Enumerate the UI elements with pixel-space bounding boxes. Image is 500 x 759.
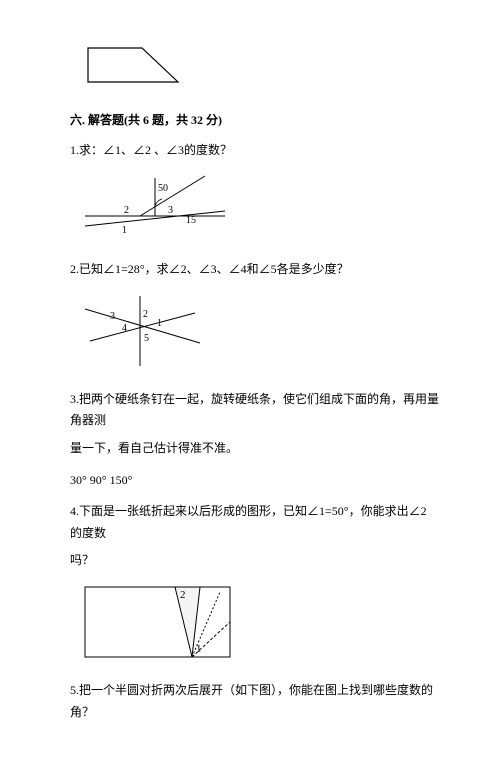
q2-label-3: 3 xyxy=(110,311,115,322)
q1-label-15: 15 xyxy=(186,215,196,226)
q1-label-2: 2 xyxy=(124,205,129,216)
q4-fold-icon: 2 1 xyxy=(80,582,240,662)
q1-label-3: 3 xyxy=(168,205,173,216)
page: 六. 解答题(共 6 题，共 32 分) 1.求：∠1、∠2 、∠3的度数？ 5… xyxy=(0,0,500,759)
question-1-text: 1.求：∠1、∠2 、∠3的度数？ xyxy=(70,140,440,162)
q4-label-2: 2 xyxy=(180,589,186,601)
trapezoid-icon xyxy=(80,40,190,90)
question-5-text: 5.把一个半圆对折两次后展开（如下图），你能在图上找到哪些度数的角？ xyxy=(70,680,440,723)
q1-angles-icon: 50 2 3 1 15 xyxy=(80,171,230,241)
q2-label-5: 5 xyxy=(144,333,149,344)
question-4-line2: 吗？ xyxy=(70,550,440,572)
top-quadrilateral-figure xyxy=(80,40,440,90)
question-3-line3: 30° 90° 150° xyxy=(70,470,440,492)
q2-label-2: 2 xyxy=(143,309,148,320)
question-3-line2: 量一下，看自己估计得准不准。 xyxy=(70,438,440,460)
question-2-text: 2.已知∠1=28°，求∠2、∠3、∠4和∠5各是多少度？ xyxy=(70,259,440,281)
question-4-figure: 2 1 xyxy=(80,582,440,662)
question-1-figure: 50 2 3 1 15 xyxy=(80,171,440,241)
q2-angles-icon: 3 2 1 4 5 xyxy=(80,291,210,371)
q1-label-1: 1 xyxy=(122,225,127,236)
question-4-line1: 4.下面是一张纸折起来以后形成的图形，已知∠1=50°，你能求出∠2 的度数 xyxy=(70,501,440,544)
q4-label-1: 1 xyxy=(196,643,202,655)
question-3-line1: 3.把两个硬纸条钉在一起，旋转硬纸条，使它们组成下面的角，再用量角器测 xyxy=(70,389,440,432)
section-heading: 六. 解答题(共 6 题，共 32 分) xyxy=(70,110,440,132)
question-2-figure: 3 2 1 4 5 xyxy=(80,291,440,371)
q1-label-50: 50 xyxy=(158,183,168,194)
q2-label-4: 4 xyxy=(122,323,127,334)
q2-label-1: 1 xyxy=(157,318,162,329)
